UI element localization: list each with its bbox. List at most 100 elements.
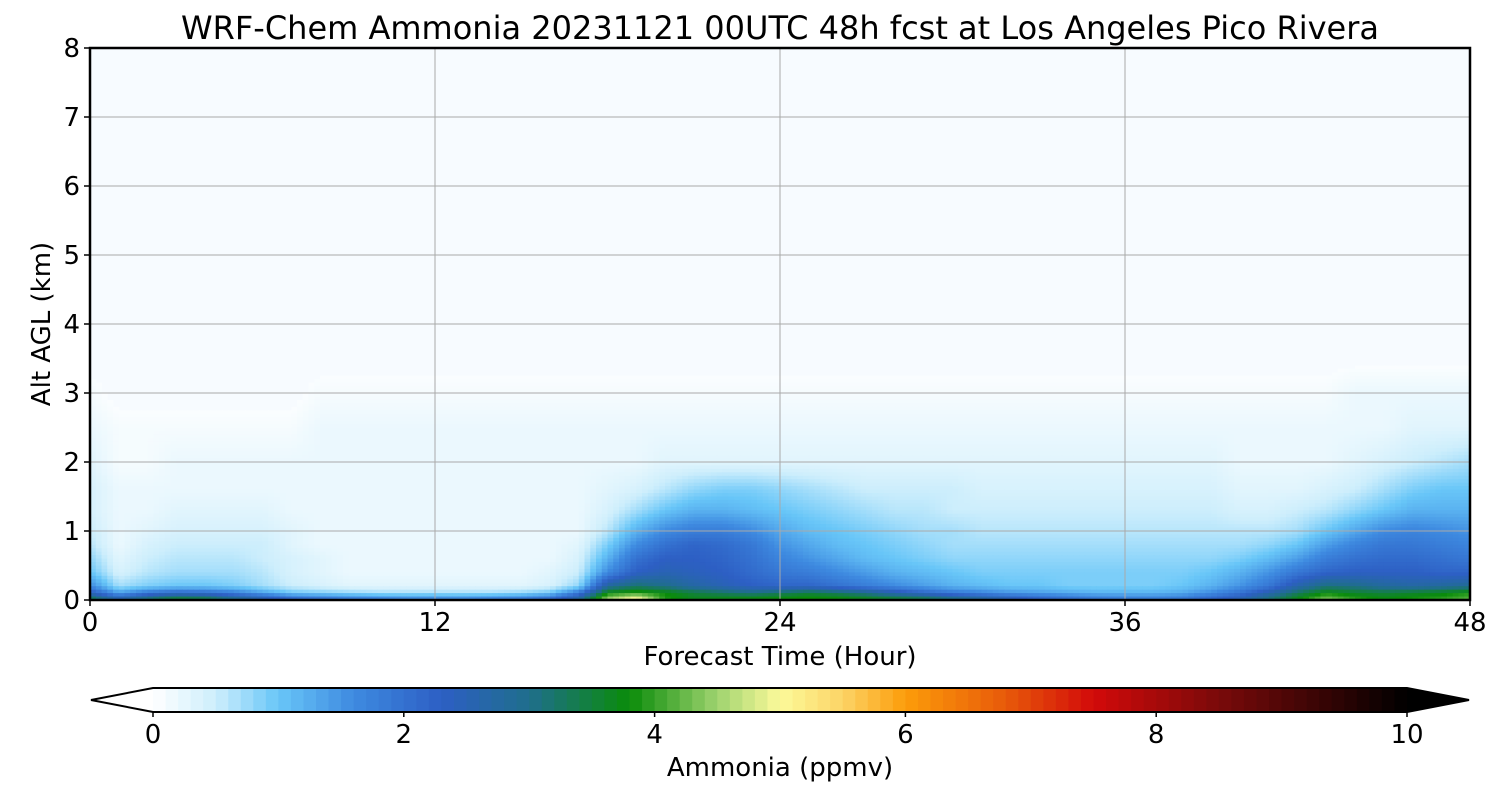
heatmap-cell [1148,444,1155,449]
heatmap-cell [1073,437,1080,442]
heatmap-cell [498,393,505,398]
heatmap-cell [596,389,603,394]
heatmap-cell [1084,424,1092,429]
heatmap-cell [475,406,482,411]
heatmap-cell [555,424,563,429]
heatmap-cell [653,375,660,380]
heatmap-cell [544,427,551,432]
heatmap-cell [1343,399,1350,404]
heatmap-cell [1458,399,1465,404]
heatmap-cell [682,420,689,425]
heatmap-cell [245,413,252,418]
heatmap-cell [360,379,367,384]
heatmap-cell [124,410,131,415]
heatmap-cell [688,389,695,394]
heatmap-cell [1228,393,1235,398]
heatmap-cell [1038,386,1046,391]
heatmap-cell [1073,393,1080,398]
heatmap-cell [141,430,149,435]
heatmap-cell [768,413,775,418]
heatmap-cell [1015,403,1023,408]
heatmap-cell [1228,399,1235,404]
heatmap-cell [803,444,810,449]
heatmap-cell [1176,417,1184,422]
heatmap-cell [1349,375,1356,380]
heatmap-cell [590,413,597,418]
heatmap-cell [561,417,568,422]
heatmap-cell [642,420,649,425]
heatmap-cell [412,434,419,439]
heatmap-cell [366,399,373,404]
heatmap-cell [705,448,712,453]
heatmap-cell [705,427,712,432]
heatmap-cell [946,413,954,418]
heatmap-cell [849,444,856,449]
heatmap-cell [584,375,591,380]
heatmap-cell [751,434,758,439]
heatmap-cell [452,399,459,404]
heatmap-cell [400,403,407,408]
heatmap-cell [1084,444,1092,449]
heatmap-cell [1090,427,1097,432]
heatmap-cell [1102,430,1109,435]
heatmap-cell [1343,424,1350,429]
heatmap-cell [739,379,747,384]
heatmap-cell [475,424,482,429]
heatmap-cell [1165,389,1172,394]
heatmap-cell [527,448,534,453]
heatmap-cell [987,375,994,380]
heatmap-cell [550,424,557,429]
heatmap-cell [1159,396,1166,401]
heatmap-cell [1142,393,1149,398]
heatmap-cell [1102,403,1109,408]
heatmap-cell [423,403,430,408]
heatmap-cell [1199,396,1207,401]
heatmap-cell [113,417,120,422]
heatmap-cell [1136,410,1143,415]
heatmap-cell [343,444,350,449]
heatmap-cell [837,434,844,439]
heatmap-cell [1314,424,1322,429]
heatmap-cell [228,424,235,429]
heatmap-cell [348,420,356,425]
heatmap-cell [751,430,758,435]
heatmap-cell [900,410,908,415]
heatmap-cell [481,427,488,432]
heatmap-cell [596,382,603,387]
heatmap-cell [975,413,982,418]
heatmap-cell [406,399,413,404]
heatmap-cell [1395,406,1402,411]
heatmap-cell [780,379,787,384]
heatmap-cell [1033,399,1040,404]
heatmap-cell [136,424,143,429]
heatmap-cell [837,406,844,411]
heatmap-cell [900,413,908,418]
heatmap-cell [992,430,1000,435]
heatmap-cell [371,420,379,425]
heatmap-cell [912,379,919,384]
heatmap-cell [981,396,988,401]
heatmap-cell [1424,365,1431,370]
heatmap-cell [1211,410,1218,415]
heatmap-cell [412,420,419,425]
heatmap-cell [1004,396,1011,401]
heatmap-cell [969,437,977,442]
heatmap-cell [722,396,729,401]
heatmap-cell [233,413,241,418]
heatmap-cell [1458,382,1465,387]
heatmap-cell [1079,379,1086,384]
heatmap-cell [136,430,143,435]
heatmap-cell [941,441,948,446]
heatmap-cell [417,393,425,398]
heatmap-cell [1464,396,1471,401]
heatmap-cell [757,417,764,422]
heatmap-cell [435,375,442,380]
heatmap-cell [475,379,482,384]
heatmap-cell [561,420,568,425]
heatmap-cell [705,406,712,411]
heatmap-cell [561,424,568,429]
heatmap-cell [624,444,632,449]
heatmap-cell [1429,368,1437,373]
heatmap-cell [624,406,632,411]
heatmap-cell [297,417,304,422]
